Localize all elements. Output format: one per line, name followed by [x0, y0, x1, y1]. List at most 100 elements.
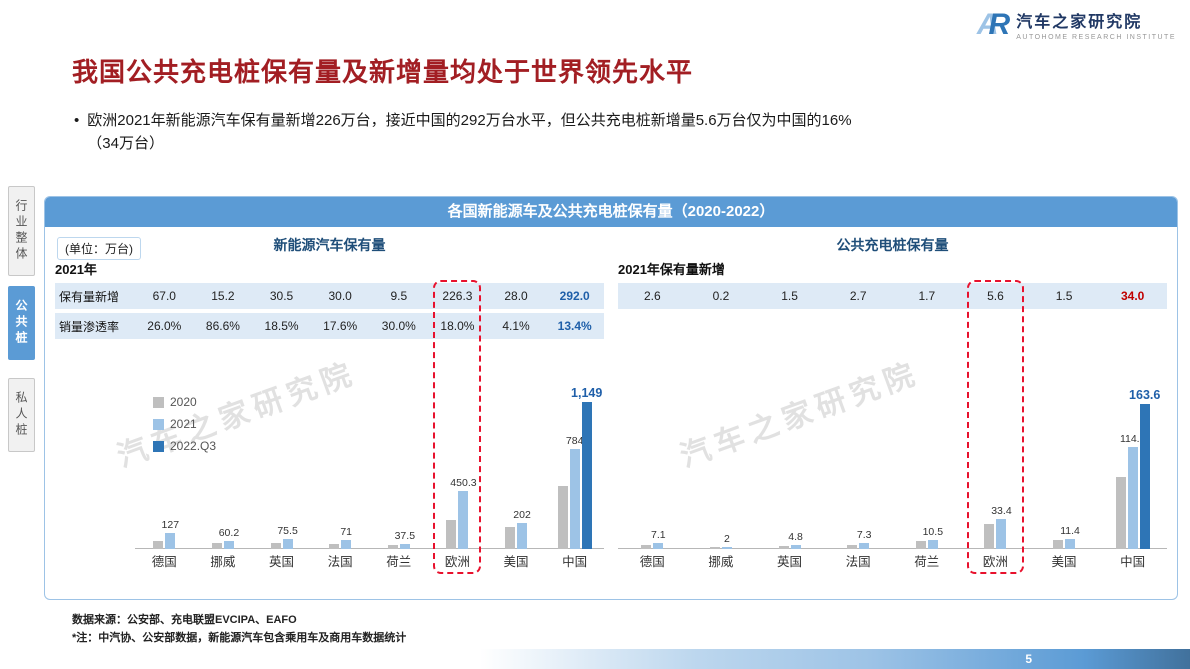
- bar-rect: [517, 523, 528, 549]
- sidebar: 行业整体 公共桩 私人桩: [8, 186, 35, 452]
- logo: AR 汽车之家研究院 AUTOHOME RESEARCH INSTITUTE: [977, 8, 1176, 41]
- bar-value-label: 7.3: [856, 528, 872, 541]
- bar-value-label: 60.2: [218, 527, 240, 540]
- bar-value-label: 202: [513, 509, 531, 522]
- bar-2021: 127: [162, 519, 179, 549]
- chart-column: 10.5 荷兰: [893, 389, 962, 575]
- table-row: 2.6 0.2 1.5 2.7 1.7 5.6 1.5 34.0: [618, 283, 1167, 309]
- category-label: 欧洲: [444, 555, 470, 569]
- bar-2020: [984, 524, 995, 549]
- charger-data-table: 2.6 0.2 1.5 2.7 1.7 5.6 1.5 34.0: [618, 283, 1167, 343]
- sidebar-item-private-pile[interactable]: 私人桩: [8, 378, 35, 452]
- bar-group: 202: [505, 389, 531, 549]
- chart-column: 450.3 欧洲: [428, 389, 487, 575]
- bar-group: 450.3: [446, 389, 477, 549]
- bar-rect: [387, 545, 398, 549]
- bar-rect: [505, 526, 516, 549]
- bar-value-label: 37.5: [394, 530, 416, 543]
- logo-name: 汽车之家研究院: [1016, 14, 1143, 31]
- table-cell: 67.0: [152, 289, 176, 303]
- chart-panel: 各国新能源车及公共充电桩保有量（2020-2022） (单位：万台) 新能源汽车…: [44, 196, 1178, 600]
- table-cell: 15.2: [211, 289, 235, 303]
- bar-2020: [915, 541, 926, 549]
- bar-rect: [446, 520, 457, 549]
- category-label: 挪威: [708, 555, 734, 569]
- bar-2021: 75.5: [277, 525, 298, 549]
- bar-2020: [641, 545, 652, 549]
- bar-2021: 7.3: [857, 529, 871, 549]
- bar-2020: [329, 543, 340, 549]
- bar-2020: [446, 520, 457, 549]
- table-cell: 13.4%: [557, 319, 592, 333]
- bar-group: 784 1,149: [557, 386, 602, 549]
- category-label: 德国: [639, 555, 665, 569]
- bar-2021: 450.3: [450, 477, 477, 549]
- table-cell: 17.6%: [323, 319, 358, 333]
- table-cell: 2.7: [849, 289, 867, 303]
- table-cell: 226.3: [442, 289, 473, 303]
- bar-rect: [653, 542, 664, 549]
- bar-value-label: 71: [340, 525, 353, 538]
- bar-2021: 114.7: [1120, 433, 1145, 549]
- table-cell: 30.5: [269, 289, 294, 303]
- bar-rect: [984, 524, 995, 549]
- bullet-dot: •: [74, 112, 80, 129]
- bullet-point: • 欧洲2021年新能源汽车保有量新增226万台，接近中国的292万台水平，但公…: [74, 110, 1144, 155]
- chart-column: 33.4 欧洲: [961, 389, 1030, 575]
- unit-label: (单位：万台): [57, 237, 141, 260]
- bar-2020: [778, 546, 789, 549]
- chart-column: 75.5 英国: [252, 389, 311, 575]
- bar-rect: [859, 542, 870, 549]
- bar-value-label: 75.5: [277, 525, 298, 538]
- sidebar-item-public-pile[interactable]: 公共桩: [8, 286, 35, 360]
- category-label: 荷兰: [914, 555, 940, 569]
- table-cell: 1.5: [1055, 289, 1073, 303]
- bottom-bar: 5: [480, 649, 1190, 669]
- x-axis-line: [135, 548, 604, 549]
- category-label: 中国: [1120, 555, 1146, 569]
- bar-rect: [778, 546, 789, 549]
- bar-rect: [927, 539, 938, 549]
- bar-value-label: 127: [161, 518, 180, 531]
- category-label: 美国: [1051, 555, 1077, 569]
- bar-group: 11.4: [1053, 389, 1080, 549]
- chart-column: 784 1,149 中国: [545, 386, 604, 575]
- bar-value-label: 10.5: [922, 525, 944, 538]
- row-label: 销量渗透率: [59, 319, 120, 334]
- bar-2020: [1115, 477, 1126, 549]
- bar-2022.Q3: 163.6: [1129, 388, 1160, 549]
- bar-group: 4.8: [778, 389, 803, 549]
- chart-column: 11.4 美国: [1030, 389, 1099, 575]
- bar-group: 10.5: [915, 389, 943, 549]
- sidebar-item-industry-overall[interactable]: 行业整体: [8, 186, 35, 276]
- bar-group: 33.4: [984, 389, 1012, 549]
- bar-rect: [790, 544, 801, 549]
- table-cell: 26.0%: [147, 319, 182, 333]
- bar-value-label: 1,149: [571, 385, 603, 400]
- bar-value-label: 114.7: [1119, 433, 1146, 446]
- bar-value-label: 163.6: [1129, 387, 1161, 402]
- bar-rect: [721, 547, 732, 549]
- table-cell: 4.1%: [502, 319, 530, 333]
- chart-column: 2 挪威: [687, 389, 756, 575]
- chart-legend: 2020 2021 2022.Q3: [153, 395, 216, 453]
- bar-rect: [165, 532, 176, 549]
- bar-group: 37.5: [387, 389, 415, 549]
- bar-2020: [1053, 540, 1064, 549]
- bar-rect: [223, 541, 234, 549]
- nev-data-table: 保有量新增 67.0 15.2 30.5 30.0 9.5 226.3 28.0 292.0 销量…: [55, 283, 604, 343]
- category-label: 英国: [269, 555, 295, 569]
- chart-column: 114.7 163.6 中国: [1098, 388, 1167, 575]
- category-label: 英国: [777, 555, 803, 569]
- bar-2021: 37.5: [395, 530, 415, 549]
- logo-text: 汽车之家研究院 AUTOHOME RESEARCH INSTITUTE: [1016, 8, 1176, 41]
- bar-value-label: 7.1: [651, 528, 666, 541]
- legend-label: 2021: [170, 417, 197, 431]
- nev-bar-chart: 2020 2021 2022.Q3 127 德国 60.2 挪威 75.5 英国 71 法国 37.…: [55, 343, 604, 575]
- category-label: 挪威: [210, 555, 236, 569]
- bar-2021: 784: [566, 435, 583, 549]
- bar-rect: [1127, 447, 1138, 549]
- table-cell: 30.0%: [381, 319, 416, 333]
- bar-2020: [153, 541, 164, 549]
- table-cell: 0.2: [712, 289, 730, 303]
